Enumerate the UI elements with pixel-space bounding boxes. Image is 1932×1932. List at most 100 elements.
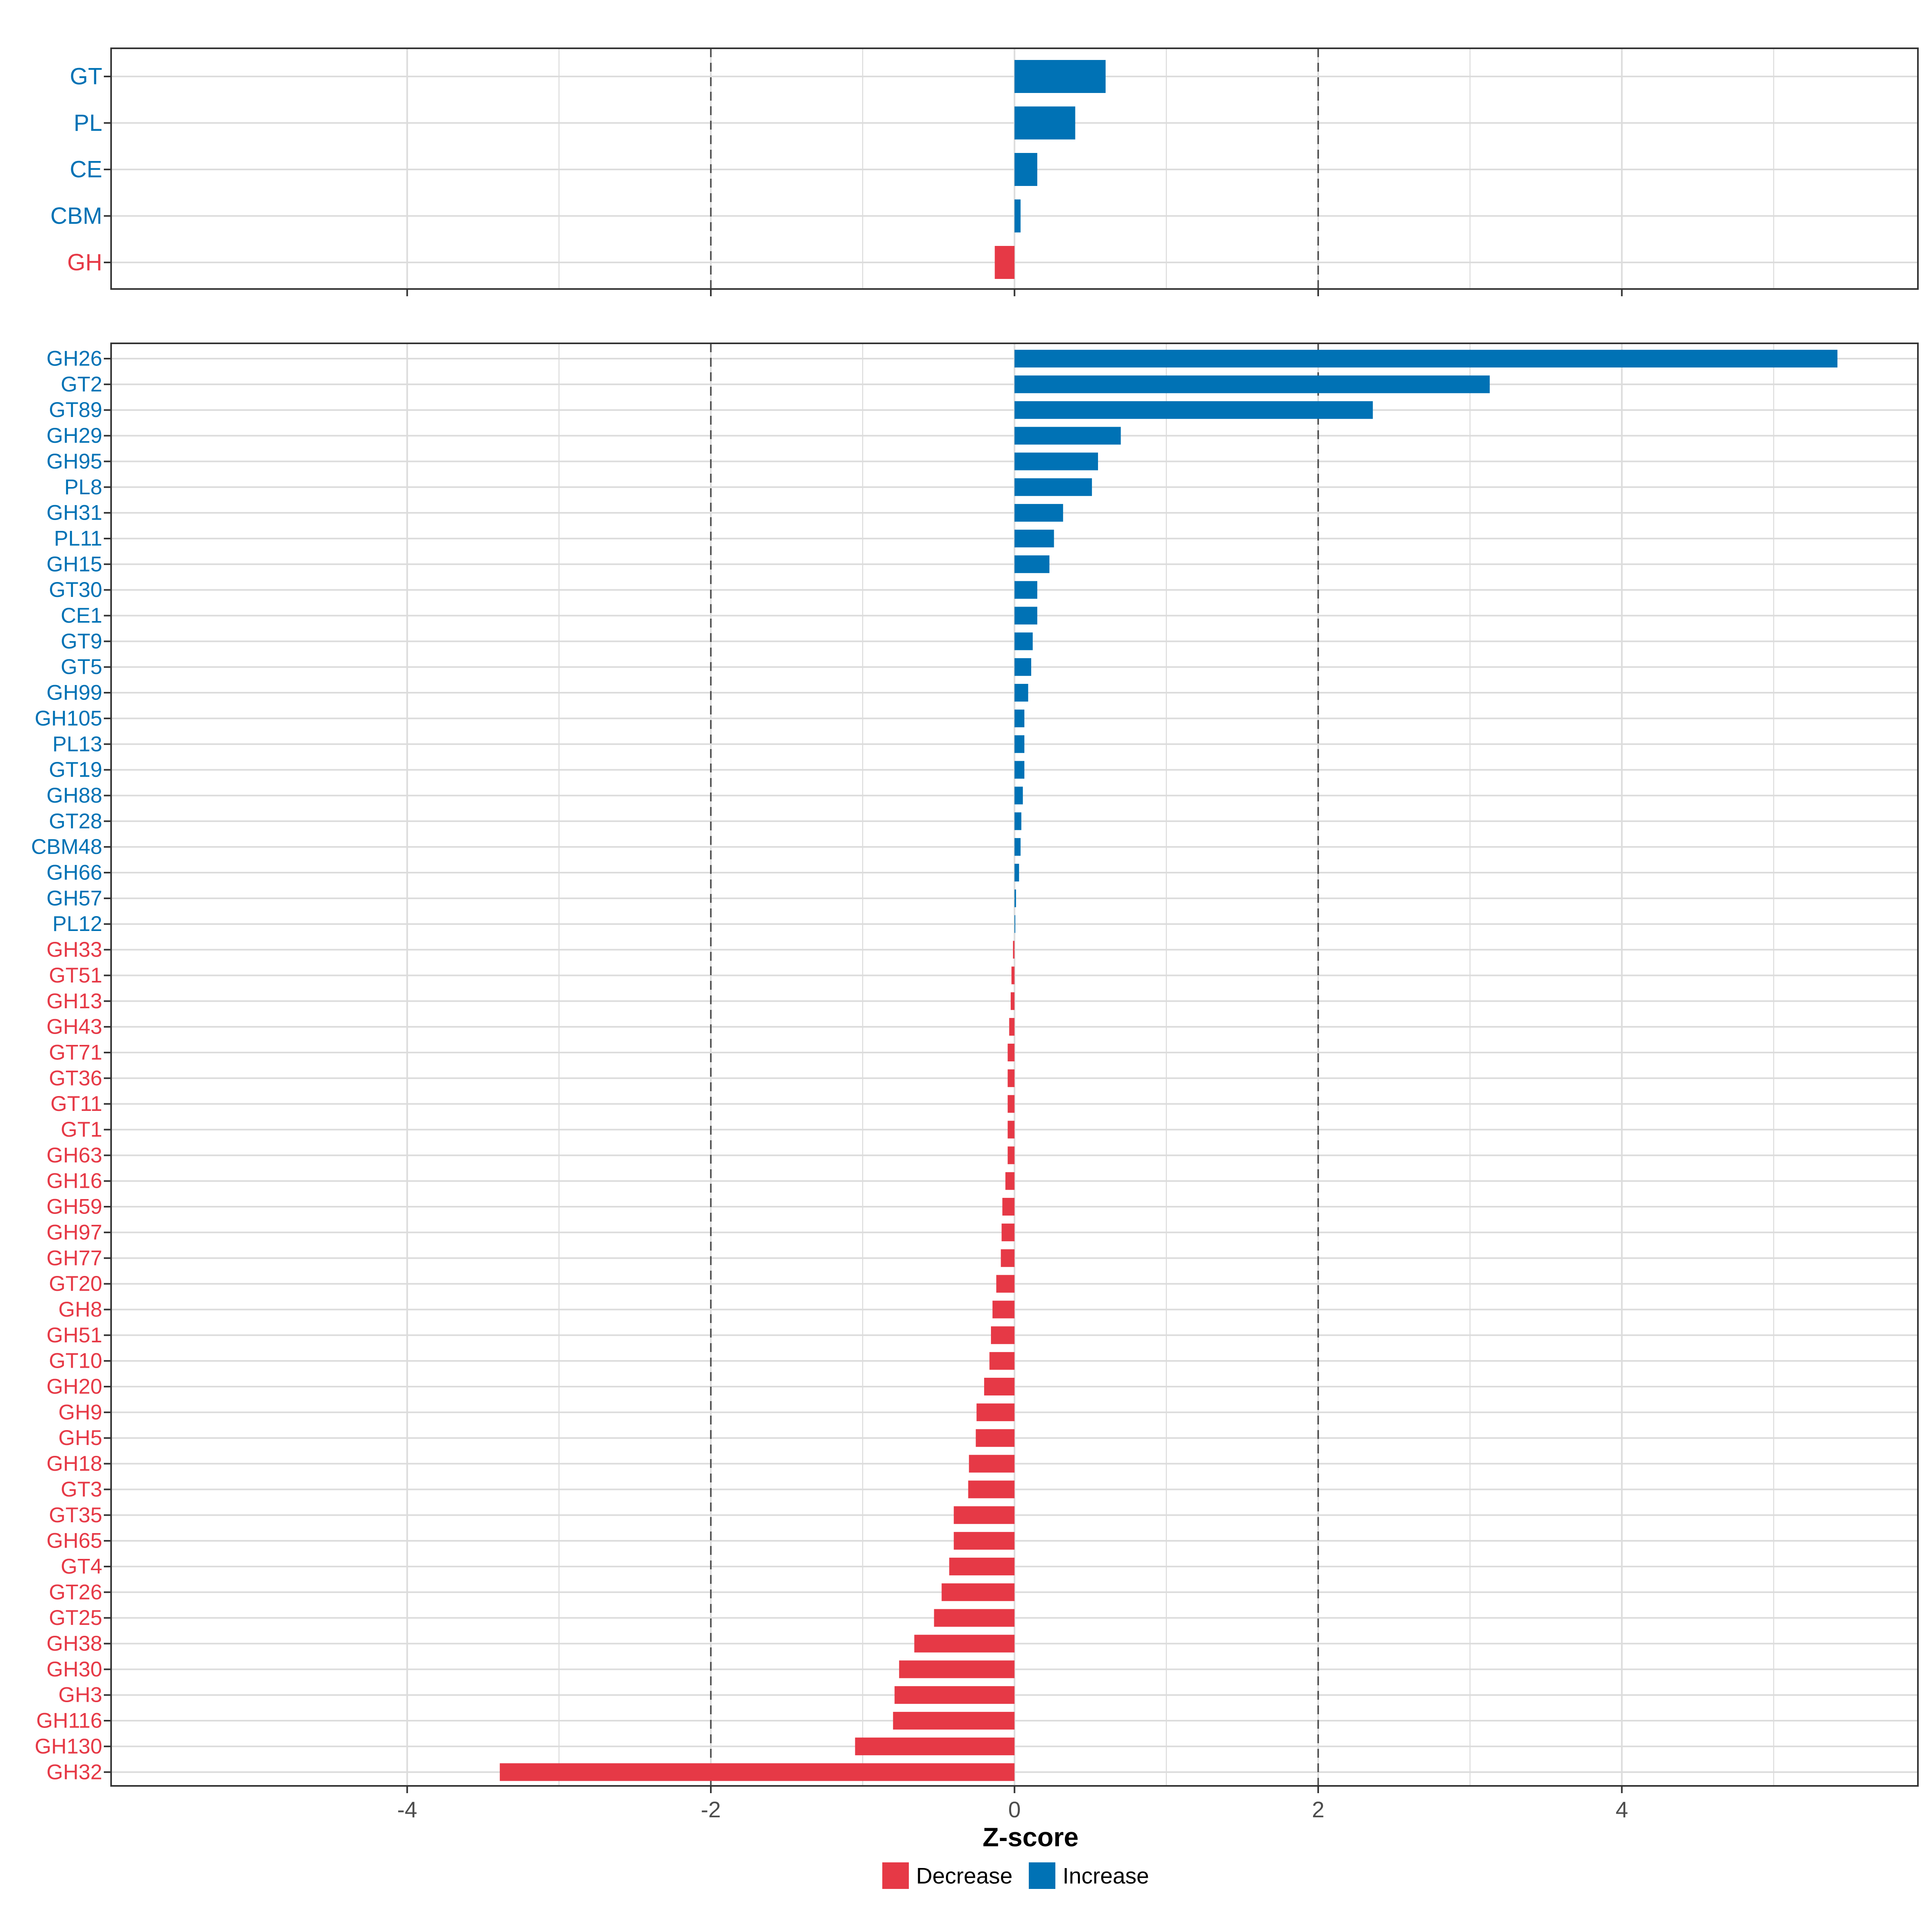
bar-GT51 bbox=[1011, 966, 1015, 985]
category-label-GH66: GH66 bbox=[47, 861, 102, 885]
category-label-GT25: GT25 bbox=[49, 1606, 102, 1630]
category-label-GT20: GT20 bbox=[49, 1272, 102, 1296]
category-label-GH99: GH99 bbox=[47, 681, 102, 705]
bar-GH105 bbox=[1014, 709, 1025, 727]
bar-PL11 bbox=[1014, 529, 1054, 547]
category-label-GT36: GT36 bbox=[49, 1066, 102, 1090]
bar-GT bbox=[1014, 60, 1106, 93]
bar-GH65 bbox=[954, 1532, 1015, 1550]
bar-GH57 bbox=[1014, 889, 1016, 907]
bar-GT36 bbox=[1007, 1069, 1015, 1087]
bar-PL12 bbox=[1014, 915, 1016, 933]
bar-GH3 bbox=[894, 1686, 1015, 1704]
bar-GH18 bbox=[969, 1455, 1015, 1473]
bar-GT1 bbox=[1007, 1121, 1015, 1139]
category-label-GT: GT bbox=[70, 64, 102, 90]
bar-GT28 bbox=[1014, 812, 1022, 830]
category-label-GH77: GH77 bbox=[47, 1246, 102, 1270]
category-label-CE: CE bbox=[70, 157, 102, 183]
bar-GT5 bbox=[1014, 658, 1031, 676]
category-label-GH30: GH30 bbox=[47, 1657, 102, 1681]
category-label-GH26: GH26 bbox=[47, 347, 102, 371]
bar-GH59 bbox=[1002, 1198, 1015, 1216]
category-label-GT9: GT9 bbox=[61, 630, 102, 653]
category-label-GH95: GH95 bbox=[47, 450, 102, 473]
bar-CBM bbox=[1014, 199, 1021, 233]
category-label-GH63: GH63 bbox=[47, 1144, 102, 1167]
category-label-GH97: GH97 bbox=[47, 1220, 102, 1244]
category-label-PL8: PL8 bbox=[64, 475, 102, 499]
category-label-GH20: GH20 bbox=[47, 1375, 102, 1399]
x-tick-label: -2 bbox=[701, 1797, 721, 1822]
legend-label-increase: Increase bbox=[1063, 1863, 1149, 1889]
bar-GH5 bbox=[976, 1429, 1015, 1447]
bar-GT10 bbox=[989, 1352, 1015, 1370]
bar-GH88 bbox=[1014, 786, 1023, 805]
category-label-GT4: GT4 bbox=[61, 1554, 102, 1578]
legend-swatch-decrease bbox=[882, 1862, 909, 1889]
bar-GT89 bbox=[1014, 401, 1373, 419]
category-label-GH18: GH18 bbox=[47, 1452, 102, 1476]
bar-GH31 bbox=[1014, 504, 1063, 522]
bar-GH99 bbox=[1014, 684, 1028, 702]
x-axis-title: Z-score bbox=[983, 1822, 1078, 1852]
x-tick-label: 4 bbox=[1616, 1797, 1628, 1822]
panel-family: GH26GT2GT89GH29GH95PL8GH31PL11GH15GT30CE… bbox=[31, 343, 1919, 1793]
bar-GT25 bbox=[934, 1609, 1015, 1627]
x-tick-label: -4 bbox=[397, 1797, 417, 1822]
category-label-GH16: GH16 bbox=[47, 1169, 102, 1193]
category-label-GT3: GT3 bbox=[61, 1478, 102, 1501]
category-label-PL: PL bbox=[74, 110, 102, 136]
bar-GT4 bbox=[949, 1557, 1015, 1575]
category-label-GH57: GH57 bbox=[47, 886, 102, 910]
bar-GH66 bbox=[1014, 864, 1019, 881]
bar-GH29 bbox=[1014, 427, 1121, 445]
legend-swatch-increase bbox=[1029, 1862, 1055, 1889]
bar-GH95 bbox=[1014, 452, 1098, 471]
category-label-GH105: GH105 bbox=[35, 706, 102, 730]
bar-GT9 bbox=[1014, 632, 1033, 650]
bar-GT2 bbox=[1014, 375, 1490, 393]
bar-GH51 bbox=[991, 1326, 1015, 1344]
legend-label-decrease: Decrease bbox=[916, 1863, 1013, 1889]
category-label-GH88: GH88 bbox=[47, 784, 102, 807]
category-label-GT5: GT5 bbox=[61, 655, 102, 679]
bar-GH97 bbox=[1001, 1223, 1015, 1241]
category-label-GT19: GT19 bbox=[49, 758, 102, 782]
category-label-PL13: PL13 bbox=[52, 732, 102, 756]
category-label-GT51: GT51 bbox=[49, 964, 102, 987]
category-label-CBM: CBM bbox=[50, 203, 102, 229]
bar-GH116 bbox=[893, 1712, 1015, 1730]
bar-GH8 bbox=[992, 1300, 1015, 1319]
category-label-GH116: GH116 bbox=[36, 1709, 102, 1733]
bar-GH32 bbox=[500, 1763, 1015, 1781]
bar-PL bbox=[1014, 106, 1075, 140]
category-label-GH15: GH15 bbox=[47, 552, 102, 576]
bar-GT35 bbox=[954, 1506, 1015, 1524]
bar-GT20 bbox=[996, 1275, 1015, 1293]
category-label-GH13: GH13 bbox=[47, 989, 102, 1013]
category-label-GH: GH bbox=[67, 250, 102, 276]
bar-GT26 bbox=[941, 1583, 1015, 1601]
category-label-GH51: GH51 bbox=[47, 1323, 102, 1347]
category-label-GH5: GH5 bbox=[58, 1426, 102, 1450]
bar-GH130 bbox=[855, 1737, 1015, 1755]
bar-GH77 bbox=[1001, 1249, 1015, 1267]
category-label-GT11: GT11 bbox=[50, 1092, 102, 1116]
bar-GH20 bbox=[984, 1378, 1015, 1395]
bar-GH15 bbox=[1014, 555, 1050, 573]
category-label-GH38: GH38 bbox=[47, 1632, 102, 1655]
category-label-GH59: GH59 bbox=[47, 1195, 102, 1219]
category-label-GT30: GT30 bbox=[49, 578, 102, 602]
bar-GH38 bbox=[914, 1635, 1015, 1653]
panel-class: GT PL CE CBM GH bbox=[50, 47, 1919, 296]
bar-GH16 bbox=[1005, 1172, 1015, 1190]
bar-CBM48 bbox=[1014, 838, 1021, 856]
bar-PL8 bbox=[1014, 478, 1092, 496]
category-label-GT10: GT10 bbox=[49, 1349, 102, 1373]
bar-GH30 bbox=[899, 1660, 1015, 1678]
x-tick-label: 0 bbox=[1008, 1797, 1021, 1822]
category-label-GH65: GH65 bbox=[47, 1529, 102, 1553]
category-label-CBM48: CBM48 bbox=[31, 835, 102, 859]
legend: Decrease Increase bbox=[882, 1862, 1149, 1889]
